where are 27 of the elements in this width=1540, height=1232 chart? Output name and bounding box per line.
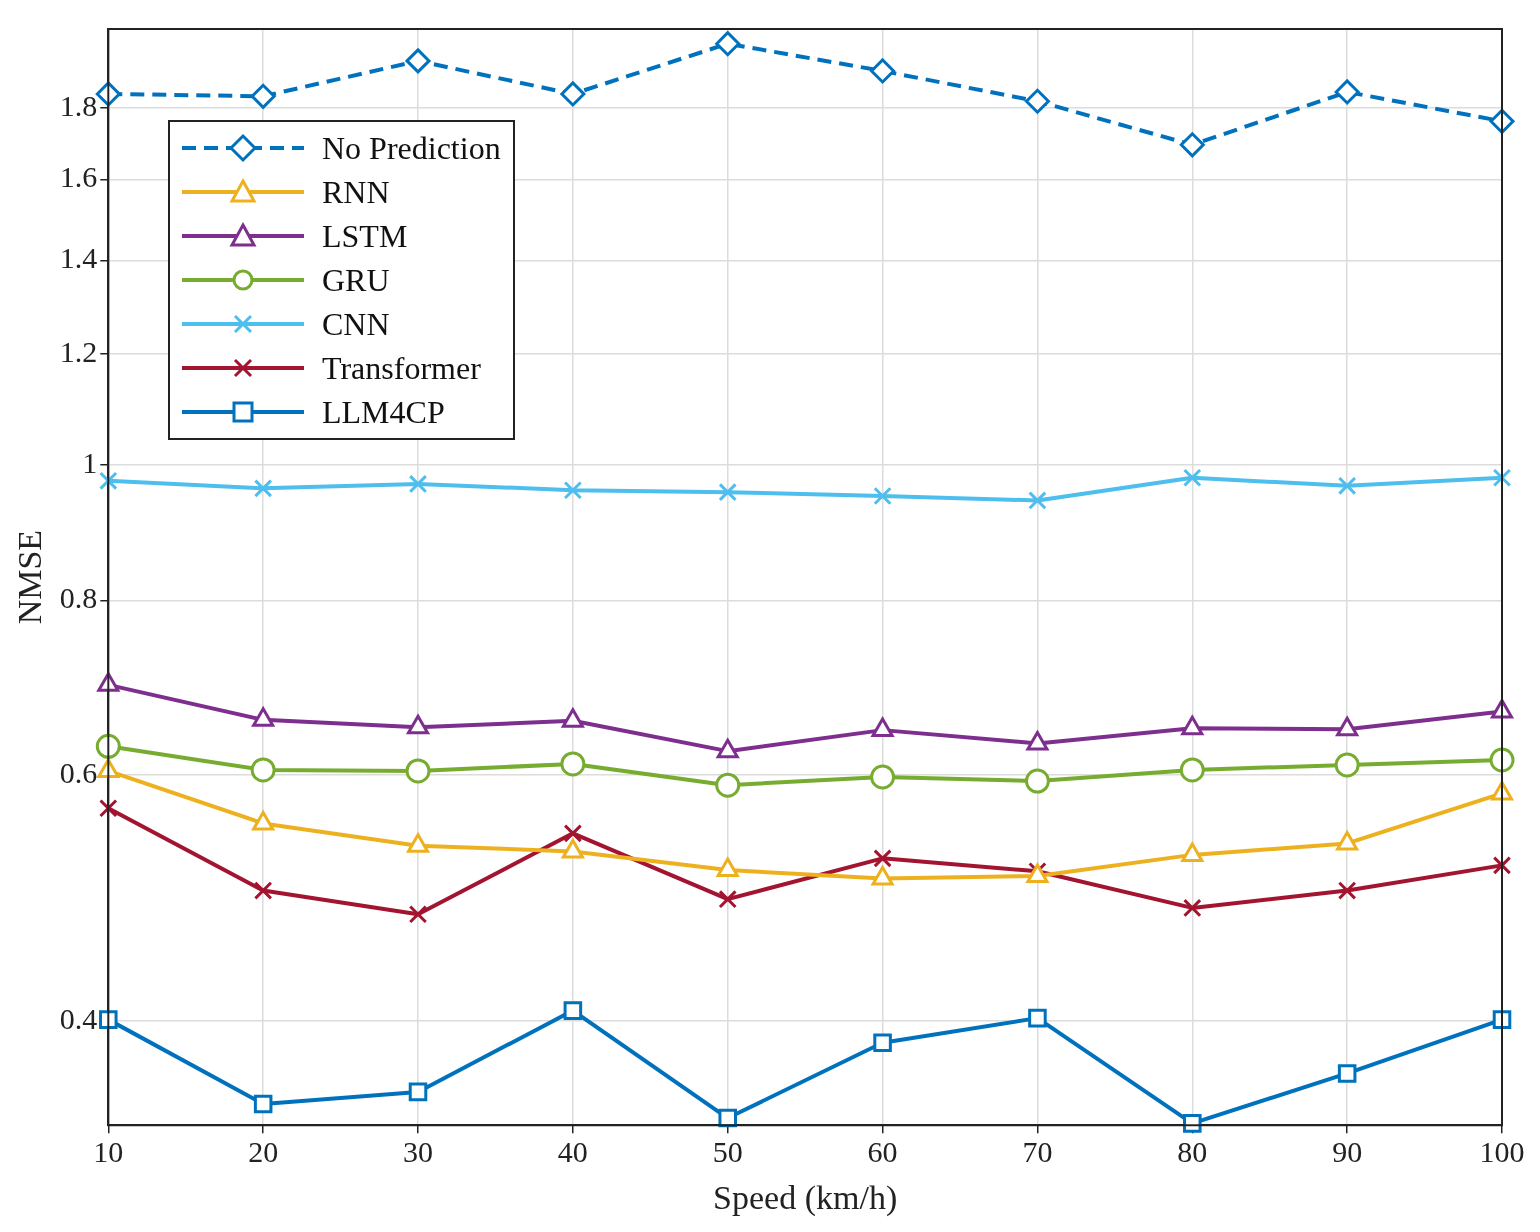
- legend-label: RNN: [322, 173, 390, 211]
- y-tick-label: 0.6: [59, 755, 98, 789]
- y-tick-label: 1.2: [59, 335, 98, 369]
- y-axis-title: NMSE: [11, 529, 49, 625]
- y-tick-label: 1.8: [59, 88, 98, 122]
- legend-label: Transformer: [322, 349, 481, 387]
- y-tick-label: 1.6: [59, 160, 98, 194]
- x-tick-label: 90: [1332, 1135, 1363, 1169]
- x-tick-label: 100: [1479, 1135, 1525, 1169]
- y-tick-label: 1: [82, 445, 98, 479]
- legend-label: CNN: [322, 305, 390, 343]
- legend-label: No Prediction: [322, 129, 501, 167]
- legend-label: LSTM: [322, 217, 408, 255]
- legend-label: GRU: [322, 261, 390, 299]
- x-axis-title: Speed (km/h): [713, 1178, 898, 1217]
- x-tick-label: 50: [712, 1135, 743, 1169]
- legend-label: LLM4CP: [322, 393, 445, 431]
- x-tick-label: 40: [557, 1135, 588, 1169]
- x-tick-label: 70: [1022, 1135, 1053, 1169]
- x-tick-label: 30: [403, 1135, 434, 1169]
- x-tick-label: 80: [1177, 1135, 1208, 1169]
- x-tick-label: 20: [248, 1135, 279, 1169]
- y-tick-label: 0.8: [59, 581, 98, 615]
- x-tick-label: 10: [93, 1135, 124, 1169]
- y-tick-label: 1.4: [59, 241, 98, 275]
- y-tick-label: 0.4: [59, 1002, 98, 1036]
- x-tick-label: 60: [867, 1135, 898, 1169]
